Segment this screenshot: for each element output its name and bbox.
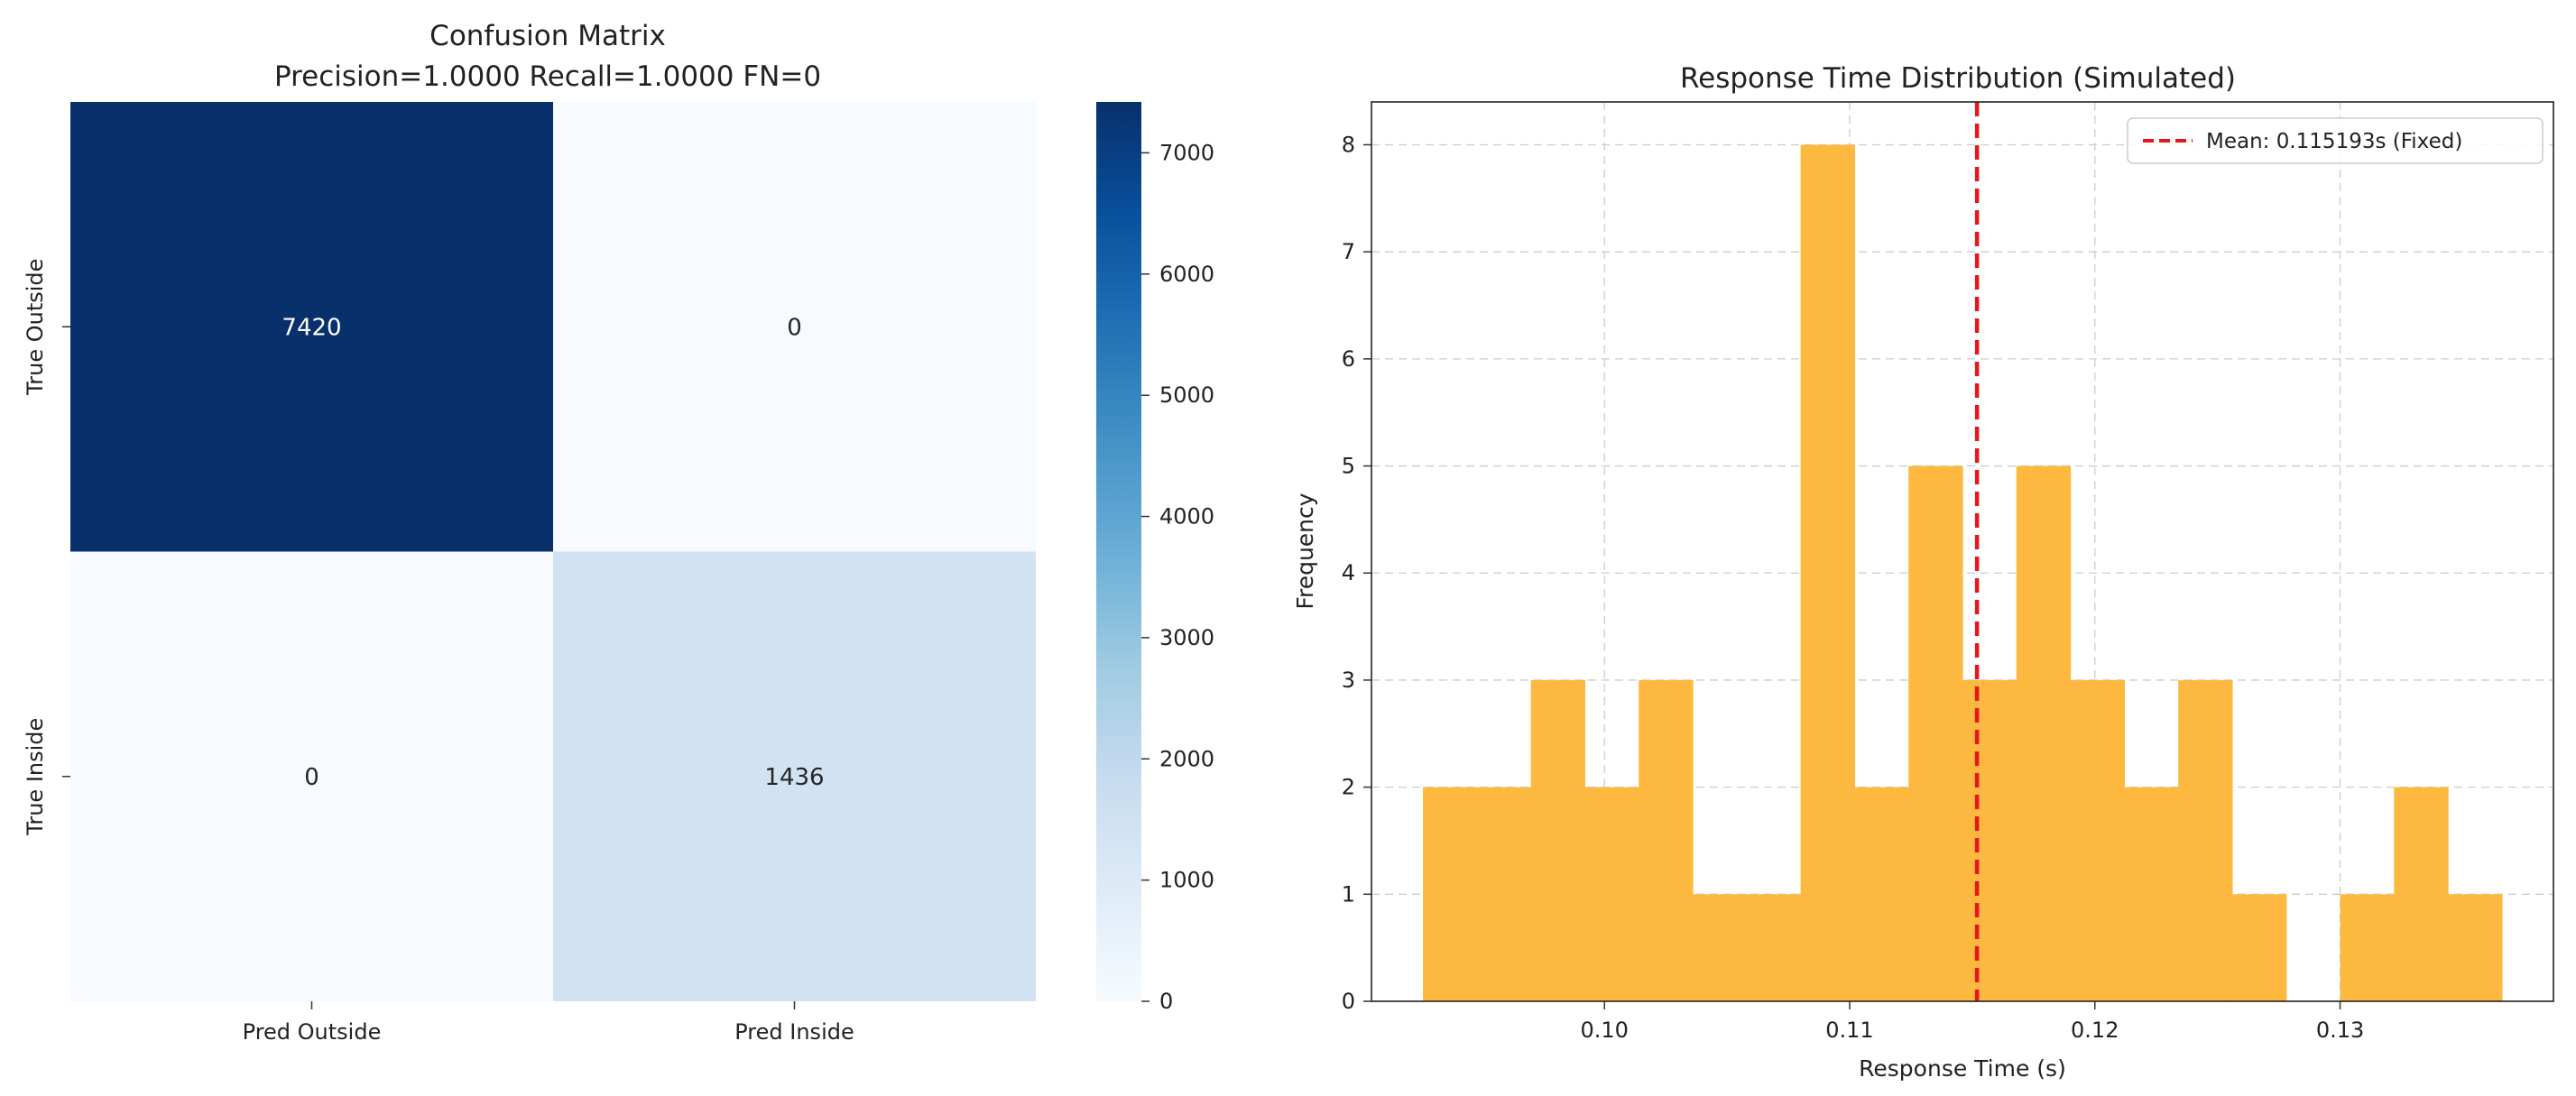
hist-bar xyxy=(2448,894,2503,1001)
colorbar xyxy=(1096,102,1141,1001)
cm-cells: 7420 0 0 1436 xyxy=(70,102,1036,1001)
colorbar-ticks: 0 1000 2000 3000 4000 5000 6000 7000 xyxy=(1141,140,1214,1014)
hist-ylabel: Frequency xyxy=(1292,493,1318,609)
colorbar-tick-label: 5000 xyxy=(1159,382,1214,408)
hist-bar xyxy=(1423,787,1478,1001)
hist-bar xyxy=(1530,679,1586,1001)
hist-xtick-label: 0.11 xyxy=(1825,1018,1873,1043)
hist-bar xyxy=(2070,679,2125,1001)
hist-x-ticks: 0.10 0.11 0.12 0.13 xyxy=(1580,1001,2364,1043)
hist-bar xyxy=(2231,894,2287,1001)
colorbar-tick-label: 1000 xyxy=(1159,868,1214,893)
legend: Mean: 0.115193s (Fixed) xyxy=(2127,117,2544,164)
hist-bar xyxy=(2394,787,2449,1001)
cm-cell-r0-c0 xyxy=(70,102,553,552)
hist-ytick-label: 7 xyxy=(1342,239,1355,264)
hist-ytick-label: 3 xyxy=(1342,668,1355,693)
cm-row-label: True Inside xyxy=(23,718,48,836)
legend-label: Mean: 0.115193s (Fixed) xyxy=(2206,130,2462,153)
hist-xtick-label: 0.12 xyxy=(2071,1018,2119,1043)
cm-cell-r1-c0 xyxy=(70,551,553,1001)
cm-row-label: True Outside xyxy=(23,259,48,396)
hist-title: Response Time Distribution (Simulated) xyxy=(1680,62,2236,95)
hist-bar xyxy=(1854,787,1909,1001)
hist-y-ticks: 0 1 2 3 4 5 6 7 8 xyxy=(1342,132,1371,1014)
hist-bar xyxy=(2016,465,2072,1001)
cm-col-label: Pred Outside xyxy=(243,1019,382,1045)
hist-ytick-label: 5 xyxy=(1342,454,1355,479)
hist-bar xyxy=(1639,679,1694,1001)
colorbar-tick-label: 4000 xyxy=(1159,504,1214,530)
hist-bar xyxy=(2124,787,2179,1001)
cm-cell-label: 7420 xyxy=(282,314,341,341)
hist-ytick-label: 8 xyxy=(1342,132,1355,157)
cm-cell-label: 1436 xyxy=(764,764,824,791)
hist-axes-frame xyxy=(1371,101,2554,1002)
legend-box xyxy=(2127,117,2544,164)
hist-bar xyxy=(2178,679,2233,1001)
cm-cell-r1-c1 xyxy=(553,551,1036,1001)
hist-xtick-label: 0.10 xyxy=(1580,1018,1628,1043)
colorbar-tick-label: 3000 xyxy=(1159,625,1214,650)
hist-bar xyxy=(1476,787,1532,1001)
hist-bar xyxy=(1584,787,1639,1001)
cm-subtitle: Precision=1.0000 Recall=1.0000 FN=0 xyxy=(274,60,821,93)
hist-ytick-label: 2 xyxy=(1342,775,1355,800)
hist-ytick-label: 6 xyxy=(1342,346,1355,372)
colorbar-tick-label: 7000 xyxy=(1159,140,1214,165)
colorbar-tick-label: 2000 xyxy=(1159,746,1214,771)
hist-bar xyxy=(1693,894,1748,1001)
hist-xlabel: Response Time (s) xyxy=(1859,1055,2066,1082)
hist-bar xyxy=(2340,894,2395,1001)
hist-ytick-label: 1 xyxy=(1342,881,1355,907)
confusion-matrix-chart: Confusion Matrix Precision=1.0000 Recall… xyxy=(23,20,1214,1045)
colorbar-tick-label: 0 xyxy=(1159,989,1173,1014)
colorbar-tick-label: 6000 xyxy=(1159,262,1214,287)
hist-ytick-label: 4 xyxy=(1342,560,1355,585)
cm-col-labels: Pred Outside Pred Inside xyxy=(243,1001,854,1045)
cm-row-labels: True Outside True Inside xyxy=(23,259,70,836)
hist-ytick-label: 0 xyxy=(1342,989,1355,1014)
hist-bar xyxy=(1908,465,1963,1001)
cm-cell-r0-c1 xyxy=(553,102,1036,552)
cm-col-label: Pred Inside xyxy=(734,1019,854,1045)
hist-bar xyxy=(1800,144,1856,1001)
cm-cell-label: 0 xyxy=(304,764,319,791)
hist-bars xyxy=(1423,144,2503,1001)
cm-cell-label: 0 xyxy=(787,314,802,341)
hist-bar xyxy=(1746,894,1802,1001)
histogram-chart: Response Time Distribution (Simulated) 0… xyxy=(1292,62,2554,1082)
cm-title: Confusion Matrix xyxy=(429,20,666,52)
hist-xtick-label: 0.13 xyxy=(2316,1018,2364,1043)
hist-bar xyxy=(1962,679,2017,1001)
